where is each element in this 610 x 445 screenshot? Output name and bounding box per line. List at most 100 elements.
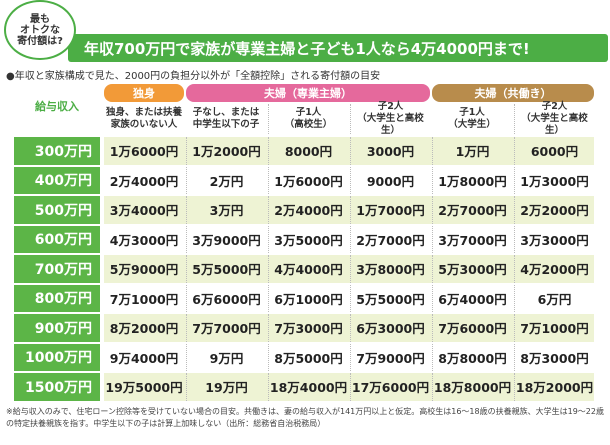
column-header-line: 子1人 [295,107,322,119]
value-cell: 17万6000円 [350,373,430,401]
column-header-line: 子2人 [541,101,568,113]
value-cell: 3000円 [350,137,430,165]
income-label: 400万円 [14,166,100,194]
value-cell: 8万8000円 [432,343,512,371]
value-cell: 1万8000円 [432,166,512,194]
column-header: 子2人 （大学生と高校生） [514,101,594,136]
value-cell: 6万4000円 [432,284,512,312]
column-header: 子なし、または 中学生以下の子 [186,104,266,134]
value-cell: 19万5000円 [105,380,183,396]
value-cell: 1万6000円 [268,166,348,194]
value-cell: 5万3000円 [432,255,512,283]
value-cell: 1万7000円 [350,196,430,224]
income-label: 800万円 [14,284,100,312]
value-cell: 5万9000円 [109,262,179,278]
row-band [104,255,594,283]
row-band [104,314,594,342]
value-cell: 8000円 [268,137,348,165]
value-cell: 1万3000円 [514,166,594,194]
value-cell: 4万3000円 [109,232,179,248]
badge-line: オトクな [20,24,60,36]
value-cell: 3万9000円 [186,225,266,253]
column-header-line: （高校生） [284,119,333,130]
value-cell: 2万2000円 [514,196,594,224]
income-label: 900万円 [14,314,100,342]
subtitle: ●年収と家族構成で見た、2000円の負担分以外が「全額控除」される寄付額の目安 [6,70,381,82]
value-cell: 8万5000円 [268,343,348,371]
value-cell: 6万円 [514,284,594,312]
value-cell: 7万1000円 [109,291,179,307]
value-cell: 7万1000円 [514,314,594,342]
value-cell: 7万9000円 [350,343,430,371]
footnote: ※給与収入のみで、住宅ローン控除等を受けていない場合の目安。共働きは、妻の給与収… [6,407,604,428]
value-cell: 9万4000円 [109,350,179,366]
value-cell: 7万6000円 [432,314,512,342]
value-cell: 5万5000円 [186,255,266,283]
row-band [104,284,594,312]
column-header-line: 独身、または扶養 [105,107,182,119]
value-cell: 19万円 [186,373,266,401]
value-cell: 1万2000円 [186,137,266,165]
value-cell: 6000円 [514,137,594,165]
income-label: 600万円 [14,225,100,253]
row-band [104,373,594,401]
value-cell: 6万3000円 [350,314,430,342]
row-band [104,343,594,371]
badge: 最も オトクな 寄付額は? [4,0,76,60]
column-header: 子1人 （高校生） [268,104,348,134]
value-cell: 8万2000円 [109,321,179,337]
value-cell: 1万6000円 [109,144,179,160]
column-header-line: （大学生と高校生） [521,113,588,136]
group-header: 独身 [104,84,184,102]
income-label: 300万円 [14,137,100,165]
value-cell: 3万円 [186,196,266,224]
income-label: 1500万円 [14,373,100,401]
corner-label: 給与収入 [35,100,79,114]
value-cell: 6万1000円 [268,284,348,312]
row-band [104,196,594,224]
row-band [104,225,594,253]
column-header: 独身、または扶養 家族のいない人 [104,104,184,134]
value-cell: 2万7000円 [350,225,430,253]
column-header: 子2人 （大学生と高校生） [350,101,430,136]
value-cell: 18万4000円 [268,373,348,401]
value-cell: 3万4000円 [109,203,179,219]
value-cell: 2万円 [186,166,266,194]
value-cell: 3万7000円 [432,225,512,253]
badge-line: 寄付額は? [17,35,63,47]
value-cell: 2万4000円 [268,196,348,224]
value-cell: 3万5000円 [268,225,348,253]
value-cell: 5万5000円 [350,284,430,312]
column-header-line: 家族のいない人 [110,119,178,130]
value-cell: 9万円 [186,343,266,371]
value-cell: 8万3000円 [514,343,594,371]
value-cell: 9000円 [350,166,430,194]
badge-line: 最も [30,13,50,25]
value-cell: 3万3000円 [514,225,594,253]
group-header: 夫婦（専業主婦） [186,84,430,102]
income-label: 1000万円 [14,343,100,371]
value-cell: 3万8000円 [350,255,430,283]
column-header-line: 子2人 [377,101,404,113]
value-cell: 7万3000円 [268,314,348,342]
value-cell: 18万2000円 [514,373,594,401]
column-header-line: （大学生） [448,119,496,130]
value-cell: 4万4000円 [268,255,348,283]
income-label: 500万円 [14,196,100,224]
row-band [104,137,594,165]
income-label: 700万円 [14,255,100,283]
column-header: 子1人 （大学生） [432,104,512,134]
title: 年収700万円で家族が専業主婦と子ども1人なら4万4000円まで! [68,34,608,62]
value-cell: 18万8000円 [432,373,512,401]
value-cell: 2万4000円 [109,173,179,189]
column-header-line: 子なし、または [192,107,260,119]
value-cell: 4万2000円 [514,255,594,283]
value-cell: 2万7000円 [432,196,512,224]
value-cell: 6万6000円 [186,284,266,312]
column-header-line: 中学生以下の子 [192,119,260,130]
row-band [104,166,594,194]
value-cell: 1万円 [432,137,512,165]
value-cell: 7万7000円 [186,314,266,342]
group-header: 夫婦（共働き） [432,84,594,102]
